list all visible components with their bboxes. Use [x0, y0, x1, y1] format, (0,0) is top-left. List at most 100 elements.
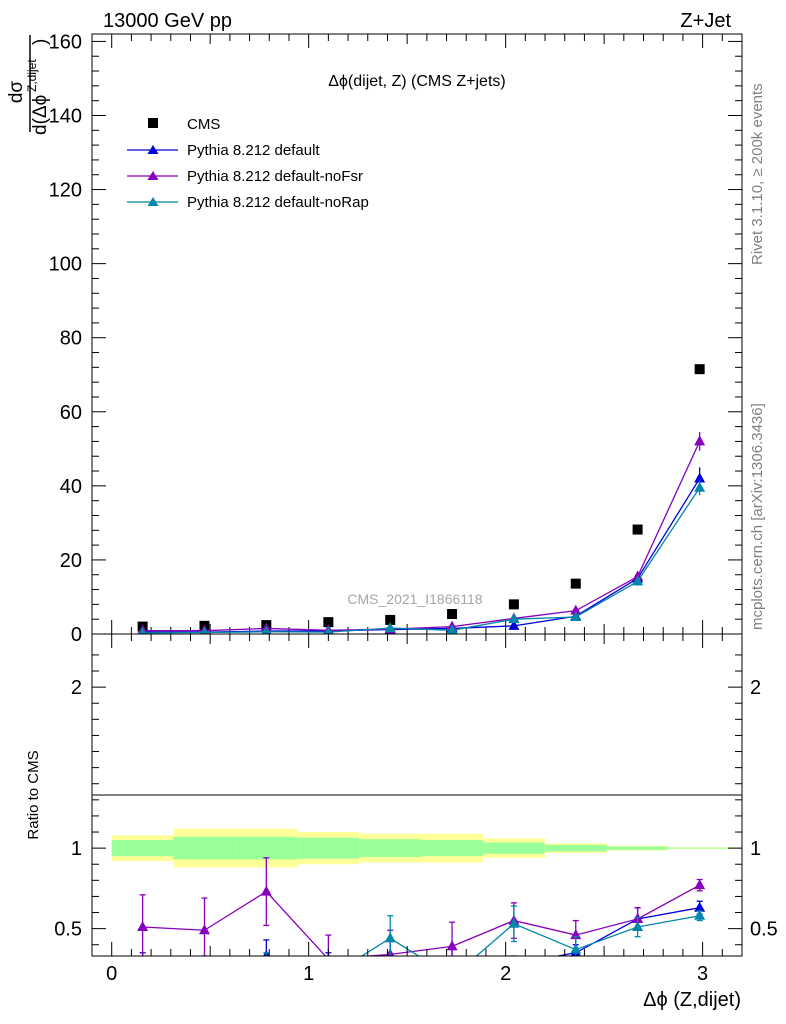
plot-title: Δϕ(dijet, Z) (CMS Z+jets): [328, 73, 505, 90]
rivet-label: Rivet 3.1.10, ≥ 200k events: [749, 83, 766, 265]
ratio-y-tick-label: 1: [71, 838, 82, 860]
band-inner-bin: [173, 836, 236, 860]
legend-label-norap: Pythia 8.212 default-noRap: [187, 194, 369, 211]
legend-entry-cms: CMS: [148, 116, 220, 133]
data-point-noRap: [632, 575, 644, 586]
ratio-point-noRap: [323, 971, 334, 981]
ratio-point-noRap: [570, 943, 582, 954]
legend: CMS Pythia 8.212 default Pythia 8.212 de…: [127, 116, 369, 211]
header-right-title: Z+Jet: [680, 10, 731, 32]
cms-data-point: [508, 599, 519, 610]
ratio-marks: [137, 857, 706, 981]
ratio-point-default: [694, 901, 706, 912]
band-inner-bin: [111, 840, 174, 857]
cms-data-point: [632, 524, 643, 535]
band-inner-bin: [235, 836, 298, 860]
data-point-noFsr: [694, 435, 706, 446]
ratio-point-noFsr: [260, 885, 272, 896]
y-label-superscript: Z,dijet: [25, 59, 39, 92]
cms-data-point: [694, 364, 705, 375]
main-y-axis-label: dσ d(Δϕ Z,dijet ): [6, 35, 51, 135]
ratio-y-tick-label: 2: [71, 677, 82, 699]
main-y-tick-label: 80: [60, 328, 82, 350]
legend-label-default: Pythia 8.212 default: [187, 142, 320, 159]
y-label-numerator: dσ: [6, 81, 27, 104]
main-y-tick-label: 160: [49, 31, 82, 53]
ratio-point-noRap: [137, 971, 148, 981]
x-tick-label: 0: [106, 963, 117, 985]
data-point-noRap: [570, 610, 582, 621]
main-y-tick-label: 140: [49, 105, 82, 127]
x-tick-label: 1: [303, 963, 314, 985]
legend-marker-cms: [148, 118, 158, 128]
mcplots-label: mcplots.cern.ch [arXiv:1306.3436]: [749, 403, 766, 630]
ratio-point-noRap: [261, 963, 272, 973]
x-tick-label: 2: [500, 963, 511, 985]
legend-entry-nofsr: Pythia 8.212 default-noFsr: [127, 168, 363, 185]
ratio-point-noRap: [694, 909, 706, 920]
ratio-point-default: [447, 958, 458, 968]
ratio-point-noFsr: [137, 921, 149, 932]
cms-data-point: [447, 609, 458, 619]
ratio-axes: 0 1 2 3 0.5 0.5 1 1 2 2: [54, 634, 778, 985]
ratio-point-noFsr: [198, 924, 210, 935]
ratio-point-noFsr: [446, 940, 458, 951]
cms-data-point: [570, 578, 581, 589]
ratio-point-noRap: [508, 917, 520, 928]
ratio-point-default: [199, 966, 210, 976]
data-point-noRap: [324, 626, 333, 634]
series-line-noRap: [142, 487, 701, 634]
series-line-noFsr: [142, 441, 701, 632]
legend-marker-norap: [147, 197, 159, 206]
legend-label-nofsr: Pythia 8.212 default-noFsr: [187, 168, 363, 185]
ratio-line-noRap: [360, 915, 700, 956]
band-inner-bin: [544, 844, 607, 852]
analysis-watermark: CMS_2021_I1866118: [347, 591, 482, 607]
y-label-close: ): [30, 39, 51, 45]
x-axis-label: Δϕ (Z,dijet): [643, 989, 741, 1011]
ratio-point-noFsr: [694, 879, 706, 890]
header-left-title: 13000 GeV pp: [103, 10, 232, 32]
data-point-default: [694, 472, 706, 483]
data-point-noRap: [200, 626, 209, 634]
legend-marker-nofsr: [147, 171, 159, 180]
main-y-tick-label: 0: [71, 624, 82, 646]
ratio-line-noFsr: [142, 884, 700, 956]
ratio-y-label: Ratio to CMS: [25, 750, 42, 839]
series-line-default: [142, 478, 701, 633]
data-point-noRap: [384, 622, 396, 633]
ratio-point-noRap: [199, 971, 210, 981]
band-inner-bin: [482, 842, 545, 854]
main-marks: [137, 364, 706, 634]
ratio-y-tick-label: 0.5: [54, 919, 82, 941]
ratio-point-default: [137, 963, 148, 973]
data-point-noRap: [508, 613, 520, 624]
legend-marker-default: [147, 145, 159, 154]
main-y-tick-label: 120: [49, 180, 82, 202]
band-inner-bin: [359, 839, 422, 857]
ratio-y-tick-label-right: 2: [750, 677, 761, 699]
main-y-tick-label: 40: [60, 476, 82, 498]
data-point-noRap: [261, 625, 271, 634]
ratio-point-noRap: [632, 921, 644, 932]
y-label-denominator: d(Δϕ: [30, 95, 51, 135]
ratio-point-default: [323, 963, 334, 973]
cms-data-point: [385, 614, 396, 625]
band-inner-bin: [606, 846, 669, 850]
ratio-uncertainty-band: [111, 828, 742, 868]
band-inner-bin: [668, 847, 742, 849]
band-inner-bin: [421, 840, 483, 857]
ratio-y-tick-label-right: 0.5: [750, 919, 778, 941]
main-y-tick-label: 60: [60, 402, 82, 424]
cms-data-point: [323, 617, 334, 628]
data-point-noFsr: [570, 604, 582, 615]
ratio-point-noRap: [384, 932, 396, 943]
legend-entry-norap: Pythia 8.212 default-noRap: [127, 194, 369, 211]
data-point-noRap: [694, 481, 706, 492]
main-axes: 0 20 40 60 80 100 120 140 160: [49, 31, 743, 646]
ratio-plot-frame: [91, 633, 743, 957]
ratio-point-noRap: [447, 971, 458, 981]
data-point-default: [508, 619, 520, 630]
legend-label-cms: CMS: [187, 116, 220, 133]
